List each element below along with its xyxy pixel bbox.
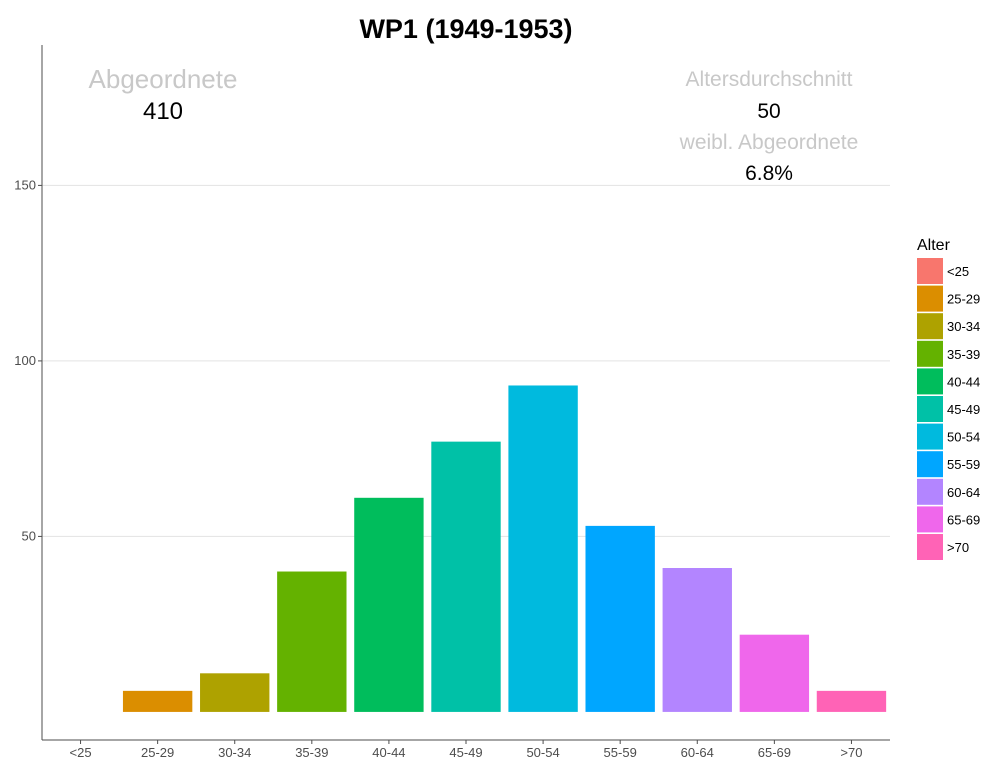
legend-swatch->70 (917, 534, 943, 560)
avg-age-label: Altersdurchschnitt (686, 68, 853, 91)
x-tick-label: <25 (70, 745, 92, 760)
bar-60-64 (662, 568, 732, 712)
members-label: Abgeordnete (89, 64, 238, 94)
bar->70 (816, 690, 887, 712)
legend-label: 55-59 (947, 457, 980, 472)
y-tick-label: 50 (22, 528, 36, 543)
x-tick-label: 25-29 (141, 745, 174, 760)
legend-swatch-30-34 (917, 313, 943, 340)
x-tick-label: 60-64 (681, 745, 714, 760)
avg-age-value: 50 (757, 100, 780, 123)
bar-35-39 (277, 571, 347, 712)
legend: Alter <25 25-29 30-34 35-39 40-44 45-49 50-54 5… (917, 237, 980, 560)
x-tick-label: 50-54 (526, 745, 559, 760)
legend-label: >70 (947, 540, 969, 555)
female-share-value: 6.8% (745, 162, 793, 185)
y-axis-ticks: 50 100 150 (14, 177, 42, 543)
y-tick-label: 100 (14, 353, 36, 368)
legend-swatch-55-59 (917, 451, 943, 478)
bars (122, 385, 887, 712)
bar-45-49 (431, 441, 501, 712)
legend-label: 60-64 (947, 485, 980, 500)
legend-label: <25 (947, 264, 969, 279)
legend-swatch-45-49 (917, 396, 943, 422)
bar-55-59 (585, 525, 655, 712)
legend-title: Alter (917, 237, 951, 254)
x-tick-label: 45-49 (449, 745, 482, 760)
annotations: Abgeordnete 410 Altersdurchschnitt 50 we… (89, 64, 859, 185)
legend-label: 50-54 (947, 430, 980, 445)
legend-label: 45-49 (947, 402, 980, 417)
bar-25-29 (122, 690, 193, 712)
y-tick-label: 150 (14, 177, 36, 192)
x-tick-label: 35-39 (295, 745, 328, 760)
legend-label: 35-39 (947, 347, 980, 362)
bar-30-34 (200, 673, 270, 712)
legend-label: 30-34 (947, 319, 980, 334)
x-axis-ticks: <25 25-29 30-34 35-39 40-44 45-49 50-54 55-59 60… (70, 740, 862, 760)
x-tick-label: 55-59 (604, 745, 637, 760)
legend-swatch-25-29 (917, 285, 943, 312)
members-value: 410 (143, 98, 183, 125)
legend-label: 40-44 (947, 374, 980, 389)
legend-swatch-35-39 (917, 340, 943, 367)
bar-50-54 (508, 385, 578, 712)
legend-swatch-50-54 (917, 423, 943, 450)
bar-40-44 (354, 497, 424, 712)
x-tick-label: 30-34 (218, 745, 251, 760)
bar-65-69 (739, 634, 810, 712)
x-tick-label: 65-69 (758, 745, 791, 760)
legend-swatch-60-64 (917, 478, 943, 505)
legend-label: 65-69 (947, 512, 980, 527)
legend-swatch-65-69 (917, 506, 943, 533)
female-share-label: weibl. Abgeordnete (679, 131, 859, 154)
x-tick-label: >70 (840, 745, 862, 760)
legend-label: 25-29 (947, 292, 980, 307)
chart-title: WP1 (1949-1953) (359, 14, 572, 44)
legend-swatch-40-44 (917, 368, 943, 395)
legend-swatch-<25 (917, 258, 943, 284)
x-tick-label: 40-44 (372, 745, 405, 760)
